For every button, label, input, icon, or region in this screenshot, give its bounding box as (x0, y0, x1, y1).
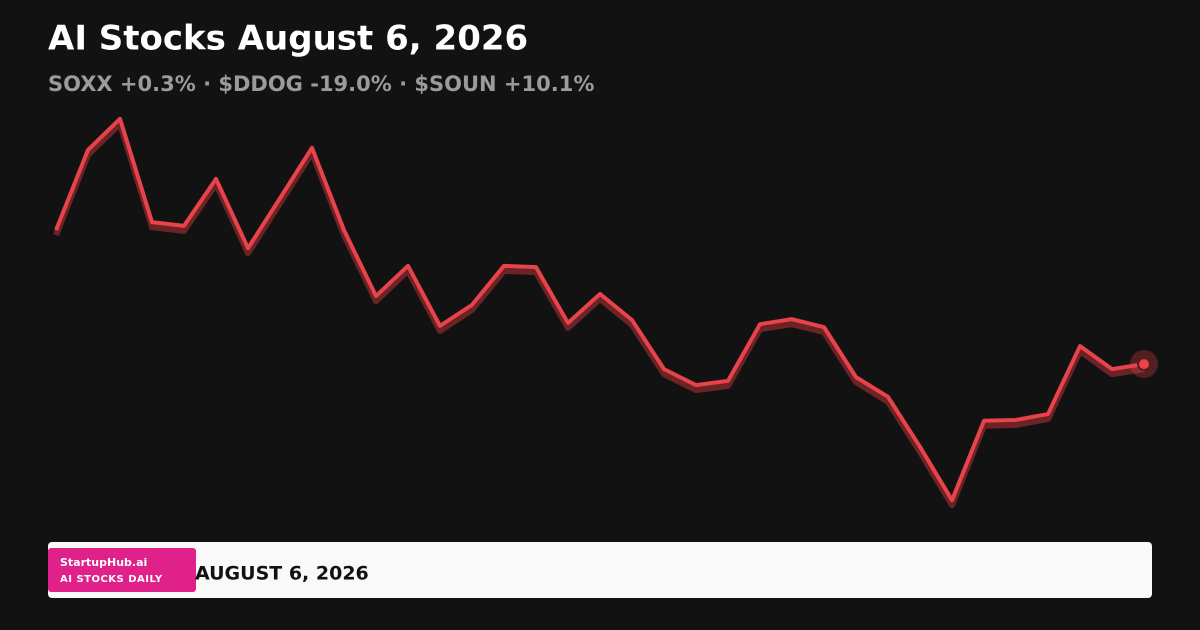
tagline: AI STOCKS DAILY (60, 574, 163, 585)
chart-title: AI Stocks August 6, 2026 (48, 19, 528, 59)
end-point (1137, 357, 1151, 372)
line (54, 116, 1145, 503)
plot-area (53, 116, 1158, 509)
brand-badge (48, 548, 196, 592)
brand: StartupHub.ai (60, 556, 147, 569)
chart-subtitle: SOXX +0.3% · $DDOG -19.0% · $SOUN +10.1% (48, 72, 594, 96)
footer-date: AUGUST 6, 2026 (195, 563, 369, 585)
footer-bar (48, 542, 1152, 598)
line-shadow (53, 120, 1145, 509)
